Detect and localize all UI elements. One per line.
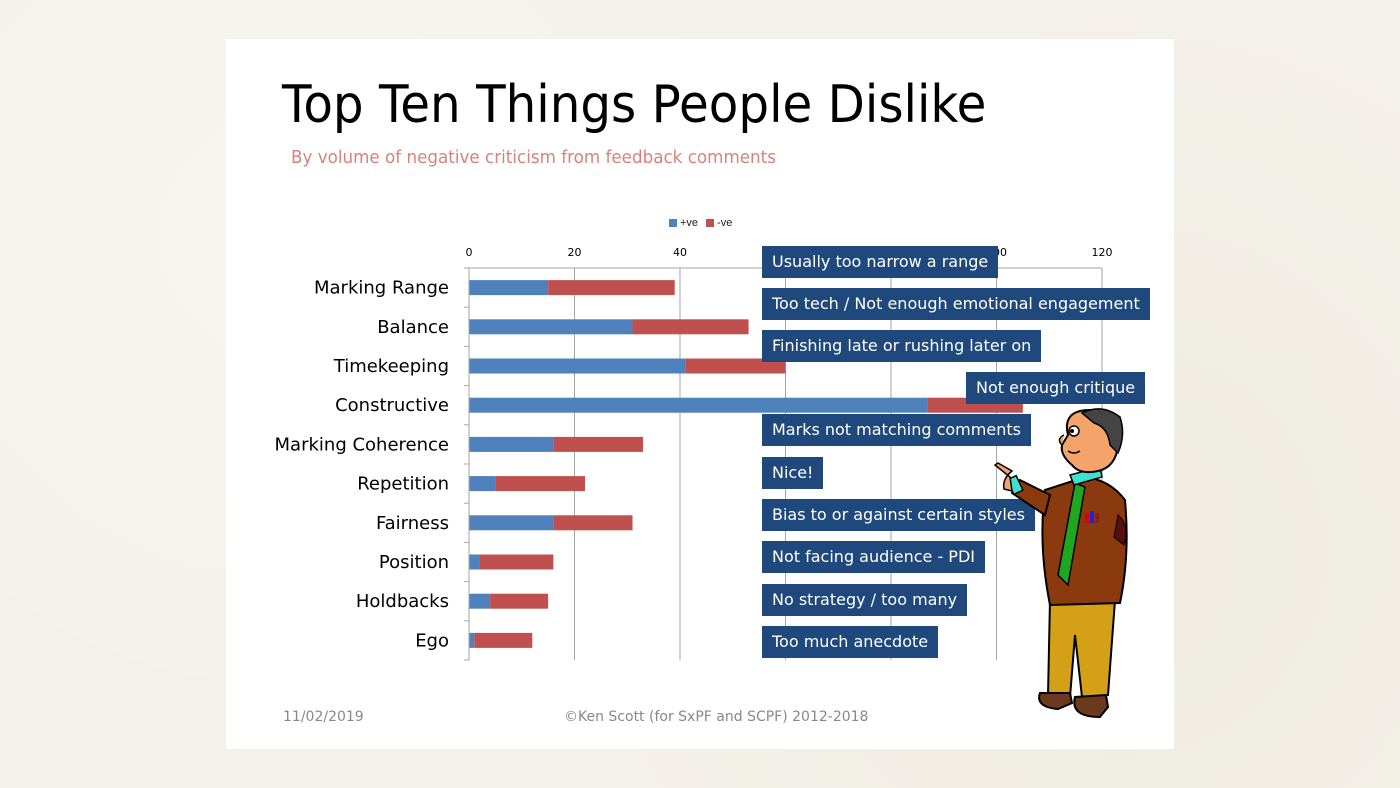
bar-negative bbox=[685, 358, 786, 374]
callout-label: Marks not matching comments bbox=[762, 414, 1031, 446]
bar-negative bbox=[548, 280, 675, 296]
legend-swatch-positive bbox=[669, 219, 677, 227]
category-label: Position bbox=[379, 552, 449, 573]
bar-positive bbox=[469, 515, 554, 531]
callout-label: Not enough critique bbox=[966, 372, 1146, 404]
bar-positive bbox=[469, 476, 496, 492]
category-label: Fairness bbox=[376, 513, 449, 534]
callout-label: Usually too narrow a range bbox=[762, 246, 999, 278]
x-tick-label: 20 bbox=[568, 246, 582, 259]
legend-item-positive: +ve bbox=[669, 217, 698, 229]
callout-label: No strategy / too many bbox=[762, 584, 968, 616]
callout-label: Too tech / Not enough emotional engageme… bbox=[762, 288, 1150, 320]
category-label: Holdbacks bbox=[356, 591, 449, 612]
callout-label: Not facing audience - PDI bbox=[762, 541, 985, 573]
bar-negative bbox=[553, 436, 644, 452]
footer-date: 11/02/2019 bbox=[283, 709, 364, 725]
callout-label: Finishing late or rushing later on bbox=[762, 330, 1042, 362]
bar-negative bbox=[495, 476, 586, 492]
category-label: Constructive bbox=[335, 395, 449, 416]
cartoon-man-pointing-illustration bbox=[993, 408, 1128, 719]
x-tick-label: 120 bbox=[1092, 246, 1113, 259]
legend-swatch-negative bbox=[706, 219, 715, 227]
legend-label-negative: -ve bbox=[717, 217, 733, 229]
bar-negative bbox=[490, 593, 549, 609]
bar-positive bbox=[469, 397, 928, 413]
bar-positive bbox=[469, 632, 475, 648]
category-label: Balance bbox=[377, 317, 449, 338]
x-tick-label: 40 bbox=[673, 246, 687, 259]
footer-copyright: ©Ken Scott (for SxPF and SCPF) 2012-2018 bbox=[564, 709, 869, 725]
bar-negative bbox=[632, 319, 749, 335]
callout-label: Too much anecdote bbox=[762, 626, 939, 658]
bar-positive bbox=[469, 319, 633, 335]
category-label: Timekeeping bbox=[333, 356, 449, 377]
slide-title: Top Ten Things People Dislike bbox=[282, 75, 987, 135]
category-labels: Marking Range Balance Timekeeping Construct… bbox=[275, 278, 449, 652]
callout-label: Bias to or against certain styles bbox=[762, 499, 1035, 531]
bar-positive bbox=[469, 554, 480, 570]
callout-label: Nice! bbox=[762, 457, 824, 489]
category-label: Ego bbox=[415, 630, 449, 651]
slide-subtitle: By volume of negative criticism from fee… bbox=[291, 147, 776, 168]
bar-positive bbox=[469, 436, 554, 452]
bar-positive bbox=[469, 358, 686, 374]
legend-label-positive: +ve bbox=[680, 217, 699, 229]
bars bbox=[469, 280, 1023, 648]
bar-positive bbox=[469, 280, 549, 296]
legend-item-negative: -ve bbox=[706, 217, 732, 229]
bar-negative bbox=[479, 554, 554, 570]
category-label: Marking Range bbox=[314, 278, 449, 299]
x-tick-label: 0 bbox=[466, 246, 473, 259]
y-axis bbox=[464, 267, 470, 661]
bar-negative bbox=[474, 632, 533, 648]
category-label: Repetition bbox=[357, 474, 449, 495]
category-label: Marking Coherence bbox=[275, 434, 449, 455]
bar-negative bbox=[553, 515, 633, 531]
chart-legend: +ve -ve bbox=[669, 217, 732, 229]
bar-positive bbox=[469, 593, 491, 609]
